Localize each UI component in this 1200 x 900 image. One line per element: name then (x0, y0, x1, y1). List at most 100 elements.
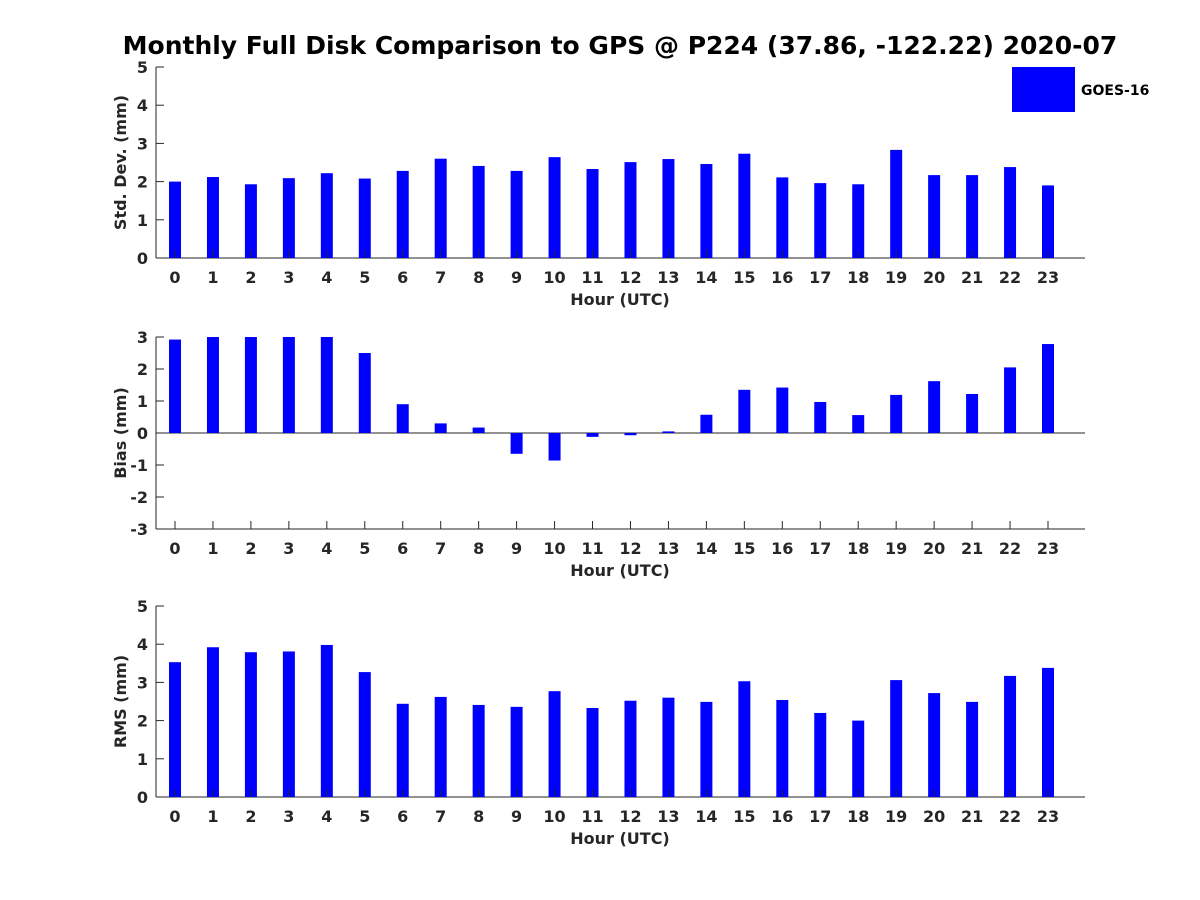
x-tick-label: 0 (169, 268, 180, 287)
x-tick-label: 18 (847, 539, 869, 558)
y-tick-label: 1 (137, 750, 148, 769)
x-tick-label: 22 (999, 807, 1021, 826)
bar-hour-11 (586, 707, 599, 797)
x-tick-label: 12 (619, 268, 641, 287)
bar-hour-12 (624, 700, 637, 797)
bar-hour-22 (1004, 167, 1017, 258)
y-tick-label: 3 (137, 328, 148, 347)
bar-hour-2 (244, 652, 257, 797)
bar-hour-19 (890, 394, 903, 433)
bar-hour-22 (1004, 367, 1017, 433)
bar-hour-12 (624, 162, 637, 258)
bar-hour-8 (472, 427, 485, 433)
y-tick-label: 4 (137, 96, 148, 115)
y-axis-label: Bias (mm) (111, 387, 130, 479)
bar-hour-9 (510, 433, 523, 454)
y-tick-label: 3 (137, 134, 148, 153)
x-tick-label: 10 (543, 268, 565, 287)
bar-hour-3 (282, 337, 295, 433)
y-tick-label: 4 (137, 635, 148, 654)
bar-hour-9 (510, 170, 523, 258)
bar-hour-16 (776, 699, 789, 797)
x-tick-label: 18 (847, 268, 869, 287)
x-tick-label: 1 (207, 807, 218, 826)
x-tick-label: 5 (359, 807, 370, 826)
bar-hour-0 (169, 181, 181, 258)
x-tick-label: 19 (885, 268, 907, 287)
bar-hour-14 (700, 701, 713, 797)
x-tick-label: 1 (207, 539, 218, 558)
x-tick-label: 12 (619, 539, 641, 558)
bar-hour-15 (738, 681, 751, 797)
y-tick-label: 1 (137, 392, 148, 411)
x-tick-label: 7 (435, 539, 446, 558)
x-tick-label: 22 (999, 268, 1021, 287)
bar-hour-2 (244, 184, 257, 258)
x-tick-label: 18 (847, 807, 869, 826)
bar-hour-23 (1042, 344, 1054, 433)
x-tick-label: 0 (169, 807, 180, 826)
bar-hour-18 (852, 184, 865, 258)
x-tick-label: 11 (581, 539, 603, 558)
chart-title: Monthly Full Disk Comparison to GPS @ P2… (123, 31, 1118, 60)
x-tick-label: 1 (207, 268, 218, 287)
x-tick-label: 6 (397, 807, 408, 826)
x-tick-label: 19 (885, 539, 907, 558)
bar-hour-11 (586, 433, 599, 437)
x-tick-label: 15 (733, 539, 755, 558)
x-tick-label: 8 (473, 807, 484, 826)
bar-hour-17 (814, 401, 827, 433)
x-tick-label: 17 (809, 807, 831, 826)
bar-hour-1 (206, 337, 219, 433)
x-tick-label: 22 (999, 539, 1021, 558)
bar-hour-8 (472, 704, 485, 797)
y-tick-label: -1 (130, 456, 148, 475)
x-tick-label: 7 (435, 268, 446, 287)
bar-hour-5 (358, 672, 371, 797)
x-tick-label: 2 (245, 268, 256, 287)
x-tick-label: 8 (473, 268, 484, 287)
bar-hour-17 (814, 183, 827, 258)
y-axis-label: RMS (mm) (111, 655, 130, 748)
bar-hour-19 (890, 680, 903, 797)
bar-hour-13 (662, 697, 675, 797)
bar-hour-7 (434, 696, 447, 797)
x-tick-label: 13 (657, 807, 679, 826)
x-tick-label: 9 (511, 807, 522, 826)
x-tick-label: 10 (543, 539, 565, 558)
x-tick-label: 8 (473, 539, 484, 558)
bar-hour-15 (738, 389, 751, 433)
x-tick-label: 9 (511, 539, 522, 558)
bar-hour-14 (700, 414, 713, 433)
bar-hour-7 (434, 158, 447, 258)
x-tick-label: 20 (923, 807, 945, 826)
y-tick-label: 0 (137, 788, 148, 807)
x-tick-label: 20 (923, 268, 945, 287)
x-tick-label: 3 (283, 807, 294, 826)
bar-hour-4 (320, 644, 333, 797)
y-tick-label: 2 (137, 173, 148, 192)
bar-hour-4 (320, 173, 333, 258)
x-tick-label: 13 (657, 268, 679, 287)
x-tick-label: 20 (923, 539, 945, 558)
bar-hour-23 (1042, 185, 1054, 258)
x-tick-label: 12 (619, 807, 641, 826)
x-axis-label: Hour (UTC) (570, 290, 670, 309)
bar-hour-10 (548, 691, 561, 797)
x-tick-label: 6 (397, 268, 408, 287)
x-tick-label: 16 (771, 807, 793, 826)
y-tick-label: 1 (137, 211, 148, 230)
bar-hour-20 (928, 381, 941, 433)
x-tick-label: 16 (771, 539, 793, 558)
bar-hour-22 (1004, 675, 1017, 797)
bar-hour-13 (662, 159, 675, 258)
bar-hour-11 (586, 168, 599, 258)
bar-hour-14 (700, 164, 713, 258)
x-tick-label: 15 (733, 268, 755, 287)
bar-hour-21 (966, 701, 979, 797)
x-tick-label: 21 (961, 807, 983, 826)
y-tick-label: 2 (137, 712, 148, 731)
